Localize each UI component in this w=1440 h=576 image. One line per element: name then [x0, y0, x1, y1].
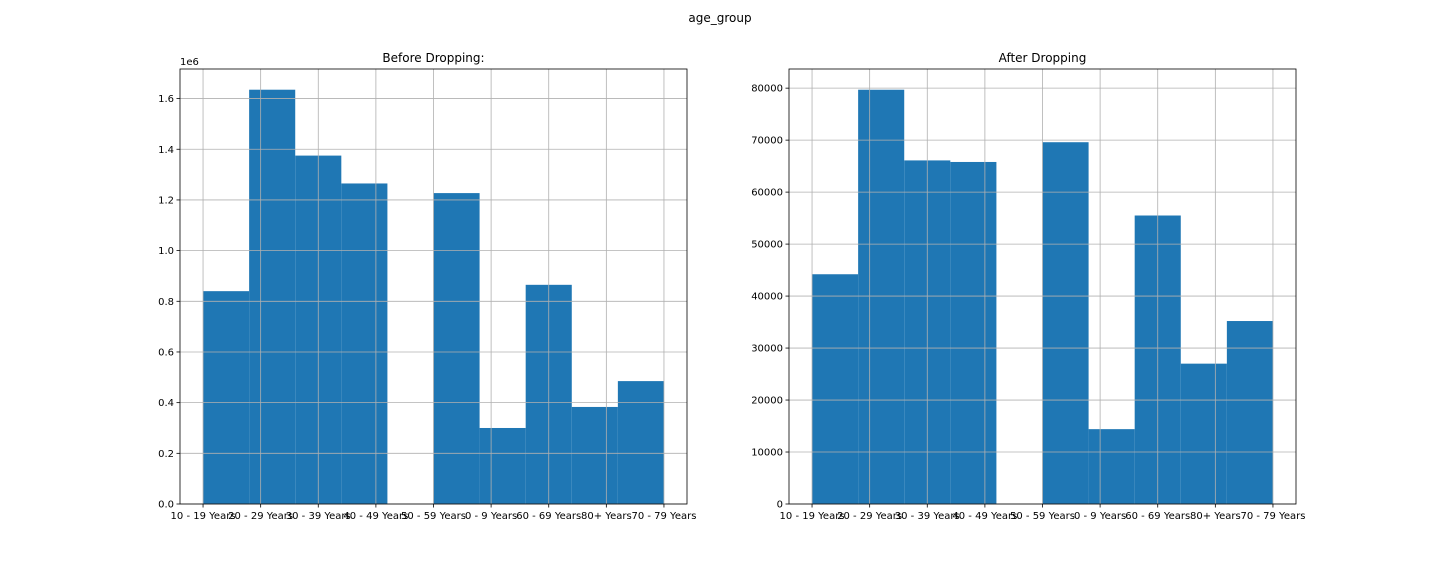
- y-tick-label: 80000: [751, 84, 783, 95]
- x-tick-label: 50 - 59 Years: [401, 511, 466, 522]
- x-tick-label: 80+ Years: [1190, 511, 1241, 522]
- x-tick-label: 50 - 59 Years: [1010, 511, 1075, 522]
- x-tick-label: 10 - 19 Years: [171, 511, 236, 522]
- x-tick-label: 20 - 29 Years: [228, 511, 293, 522]
- x-tick-label: 60 - 69 Years: [1125, 511, 1190, 522]
- y-tick-label: 0.8: [158, 297, 174, 308]
- y-tick-label: 60000: [751, 188, 783, 199]
- x-tick-label: 30 - 39 Years: [895, 511, 960, 522]
- bar-1: [249, 89, 296, 504]
- y-tick-label: 0.0: [158, 500, 174, 511]
- bar-3: [950, 161, 997, 504]
- bar-6: [1088, 429, 1135, 504]
- x-tick-label: 70 - 79 Years: [1240, 511, 1305, 522]
- y-tick-label: 1.4: [158, 145, 174, 156]
- y-offset-label: 1e6: [180, 57, 199, 68]
- y-tick-label: 0.6: [158, 347, 174, 358]
- y-tick-label: 1.6: [158, 94, 174, 105]
- bar-9: [1226, 321, 1273, 504]
- bar-9: [617, 381, 664, 504]
- bar-5: [433, 193, 480, 504]
- x-tick-label: 40 - 49 Years: [952, 511, 1017, 522]
- x-tick-label: 30 - 39 Years: [286, 511, 351, 522]
- axes-title: Before Dropping:: [382, 51, 484, 65]
- x-tick-label: 0 - 9 Years: [1074, 511, 1126, 522]
- y-tick-label: 70000: [751, 136, 783, 147]
- y-tick-label: 1.0: [158, 246, 174, 257]
- y-tick-label: 0.4: [158, 398, 174, 409]
- y-tick-label: 0: [777, 500, 783, 511]
- bar-0: [203, 291, 250, 504]
- bar-8: [571, 406, 618, 504]
- y-tick-label: 50000: [751, 240, 783, 251]
- bar-6: [479, 427, 526, 504]
- x-tick-label: 40 - 49 Years: [343, 511, 408, 522]
- axes-title: After Dropping: [999, 51, 1087, 65]
- bar-0: [812, 274, 859, 504]
- y-tick-label: 1.2: [158, 195, 174, 206]
- x-tick-label: 60 - 69 Years: [516, 511, 581, 522]
- y-tick-label: 40000: [751, 292, 783, 303]
- y-tick-label: 0.2: [158, 449, 174, 460]
- bar-3: [341, 183, 388, 504]
- y-tick-label: 20000: [751, 396, 783, 407]
- x-tick-label: 10 - 19 Years: [780, 511, 845, 522]
- bar-1: [858, 89, 905, 504]
- x-tick-label: 70 - 79 Years: [631, 511, 696, 522]
- bar-5: [1042, 142, 1089, 505]
- x-tick-label: 80+ Years: [581, 511, 632, 522]
- x-tick-label: 20 - 29 Years: [837, 511, 902, 522]
- bar-8: [1180, 363, 1227, 504]
- x-tick-label: 0 - 9 Years: [465, 511, 517, 522]
- figure-suptitle: age_group: [688, 11, 751, 25]
- y-tick-label: 10000: [751, 448, 783, 459]
- y-tick-label: 30000: [751, 344, 783, 355]
